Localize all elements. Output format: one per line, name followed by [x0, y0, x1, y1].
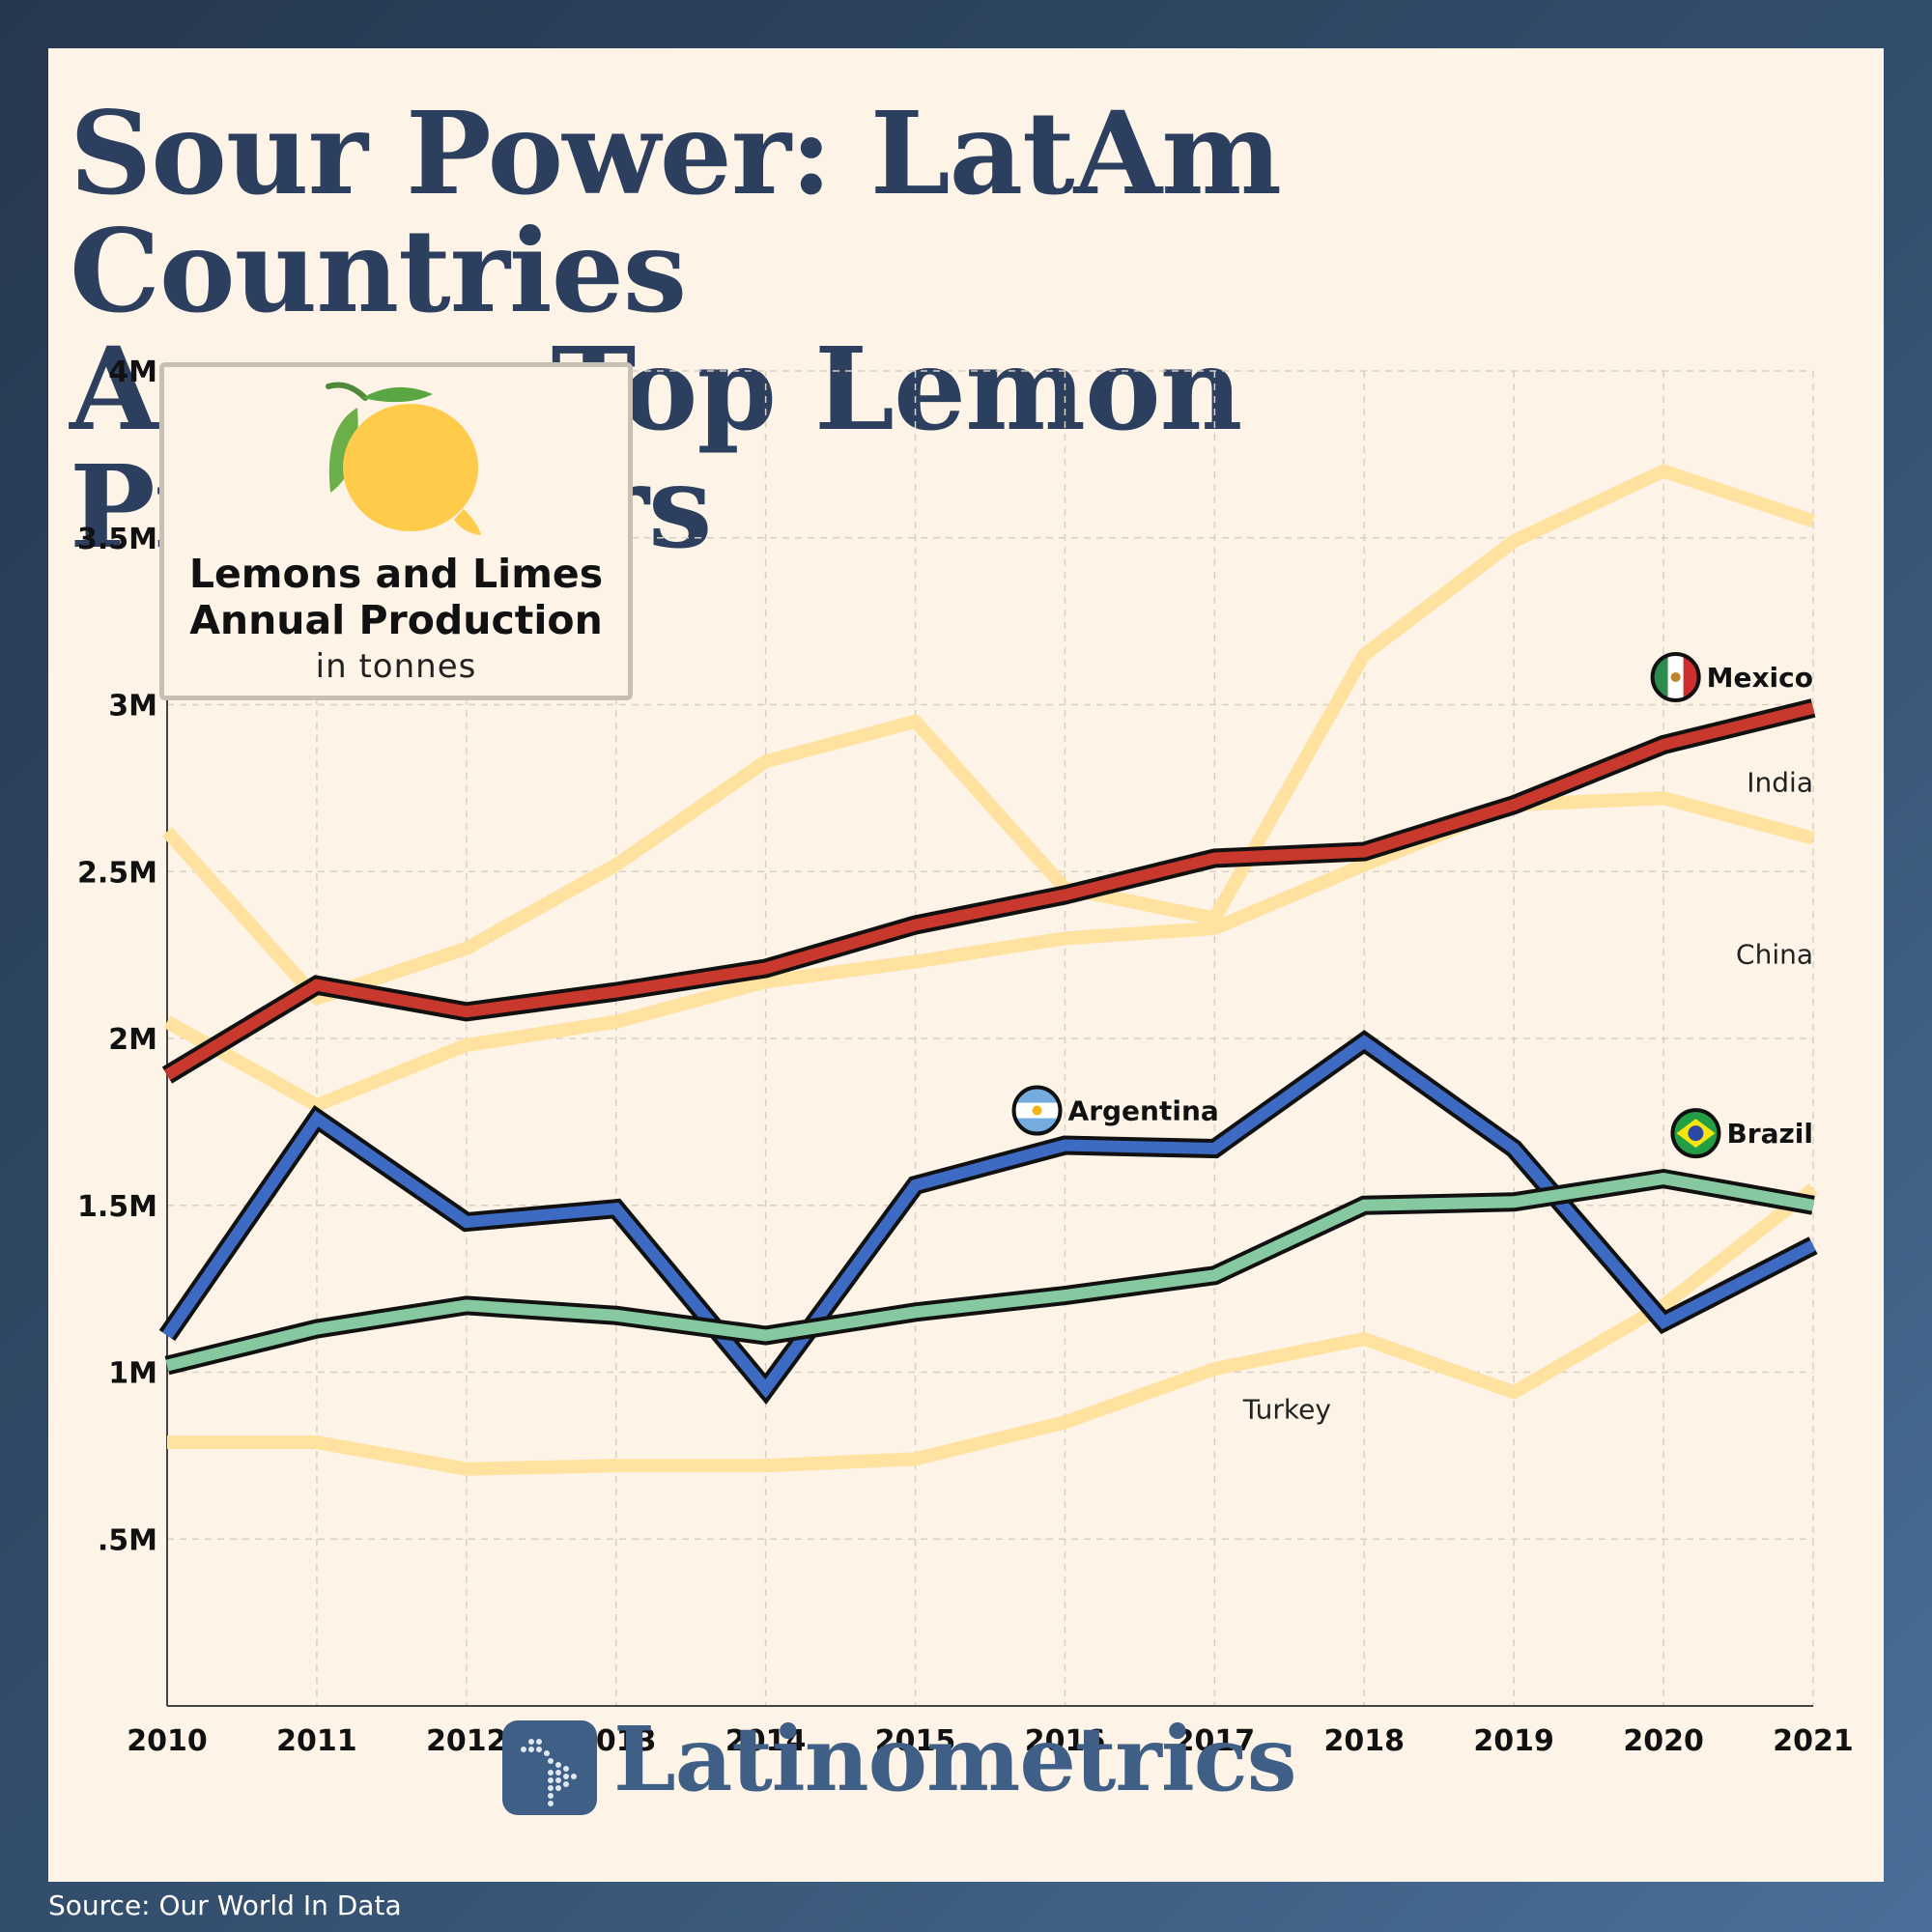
series-line-argentina: [162, 1035, 1816, 1399]
legend-title-line-2: Annual Production: [189, 597, 603, 643]
series-label-brazil: Brazil: [1726, 1118, 1813, 1150]
x-tick-label: 2017: [1175, 1724, 1256, 1758]
x-tick-label: 2011: [276, 1724, 357, 1758]
brand-name: Latinometrics: [613, 1707, 1297, 1811]
legend-title: Lemons and Limes Annual Production: [164, 551, 628, 643]
series-outline-mexico: [161, 698, 1816, 1084]
y-tick-label: 3M: [108, 690, 157, 724]
y-tick-label: 4M: [108, 355, 157, 389]
legend-box: Lemons and Limes Annual Production in to…: [159, 362, 633, 700]
y-tick-label: .5M: [98, 1523, 157, 1557]
x-tick-label: 2021: [1773, 1724, 1854, 1758]
series-label-mexico: Mexico: [1707, 662, 1813, 694]
series-label-argentina: Argentina: [1068, 1095, 1219, 1127]
x-tick-label: 2014: [725, 1724, 807, 1758]
series-line-india: [163, 791, 1815, 1113]
legend-unit: in tonnes: [315, 647, 477, 686]
y-tick-label: 2M: [108, 1023, 157, 1057]
series-line-brazil: [165, 1173, 1815, 1372]
legend-title-line-1: Lemons and Limes: [188, 551, 604, 597]
y-axis-labels: .5M 1M 1.5M 2M 2.5M 3M 3.5M 4M: [77, 355, 157, 1557]
series-line-mexico: [163, 702, 1815, 1081]
y-tick-label: 2.5M: [77, 856, 157, 890]
lemon-icon: [326, 382, 481, 535]
x-tick-label: 2012: [426, 1724, 507, 1758]
x-tick-label: 2020: [1623, 1724, 1704, 1758]
mexico-flag-icon: [1650, 651, 1701, 702]
y-tick-label: 3.5M: [77, 523, 157, 556]
x-axis-labels: 2010 2011 2012 2013 2014 2015 2016 2017 2018 2019…: [127, 1724, 1854, 1758]
series-line-china: [161, 464, 1816, 1006]
y-tick-label: 1M: [108, 1357, 157, 1391]
x-tick-label: 2010: [127, 1724, 208, 1758]
series-label-turkey: Turkey: [1242, 1394, 1331, 1426]
series-line-turkey: [167, 1182, 1818, 1476]
x-tick-label: 2018: [1324, 1724, 1406, 1758]
series-label-china: China: [1736, 939, 1813, 971]
latin-america-map-icon: [502, 1720, 597, 1815]
y-tick-label: 1.5M: [77, 1190, 157, 1224]
title-line-1: Sour Power: LatAm Countries: [70, 86, 1282, 338]
brazil-flag-icon: [1670, 1108, 1721, 1159]
x-tick-label: 2019: [1473, 1724, 1554, 1758]
argentina-flag-icon: [1011, 1085, 1063, 1136]
series-label-india: India: [1747, 767, 1813, 799]
x-tick-label: 2015: [875, 1724, 956, 1758]
x-tick-label: 2016: [1025, 1724, 1106, 1758]
source-note: Source: Our World In Data: [48, 1889, 402, 1921]
brand: Latinometrics: [502, 1707, 1372, 1821]
series-labels: India China Turkey Mexico Argentina Brazil: [1011, 651, 1813, 1426]
highlight-series: [158, 698, 1818, 1406]
